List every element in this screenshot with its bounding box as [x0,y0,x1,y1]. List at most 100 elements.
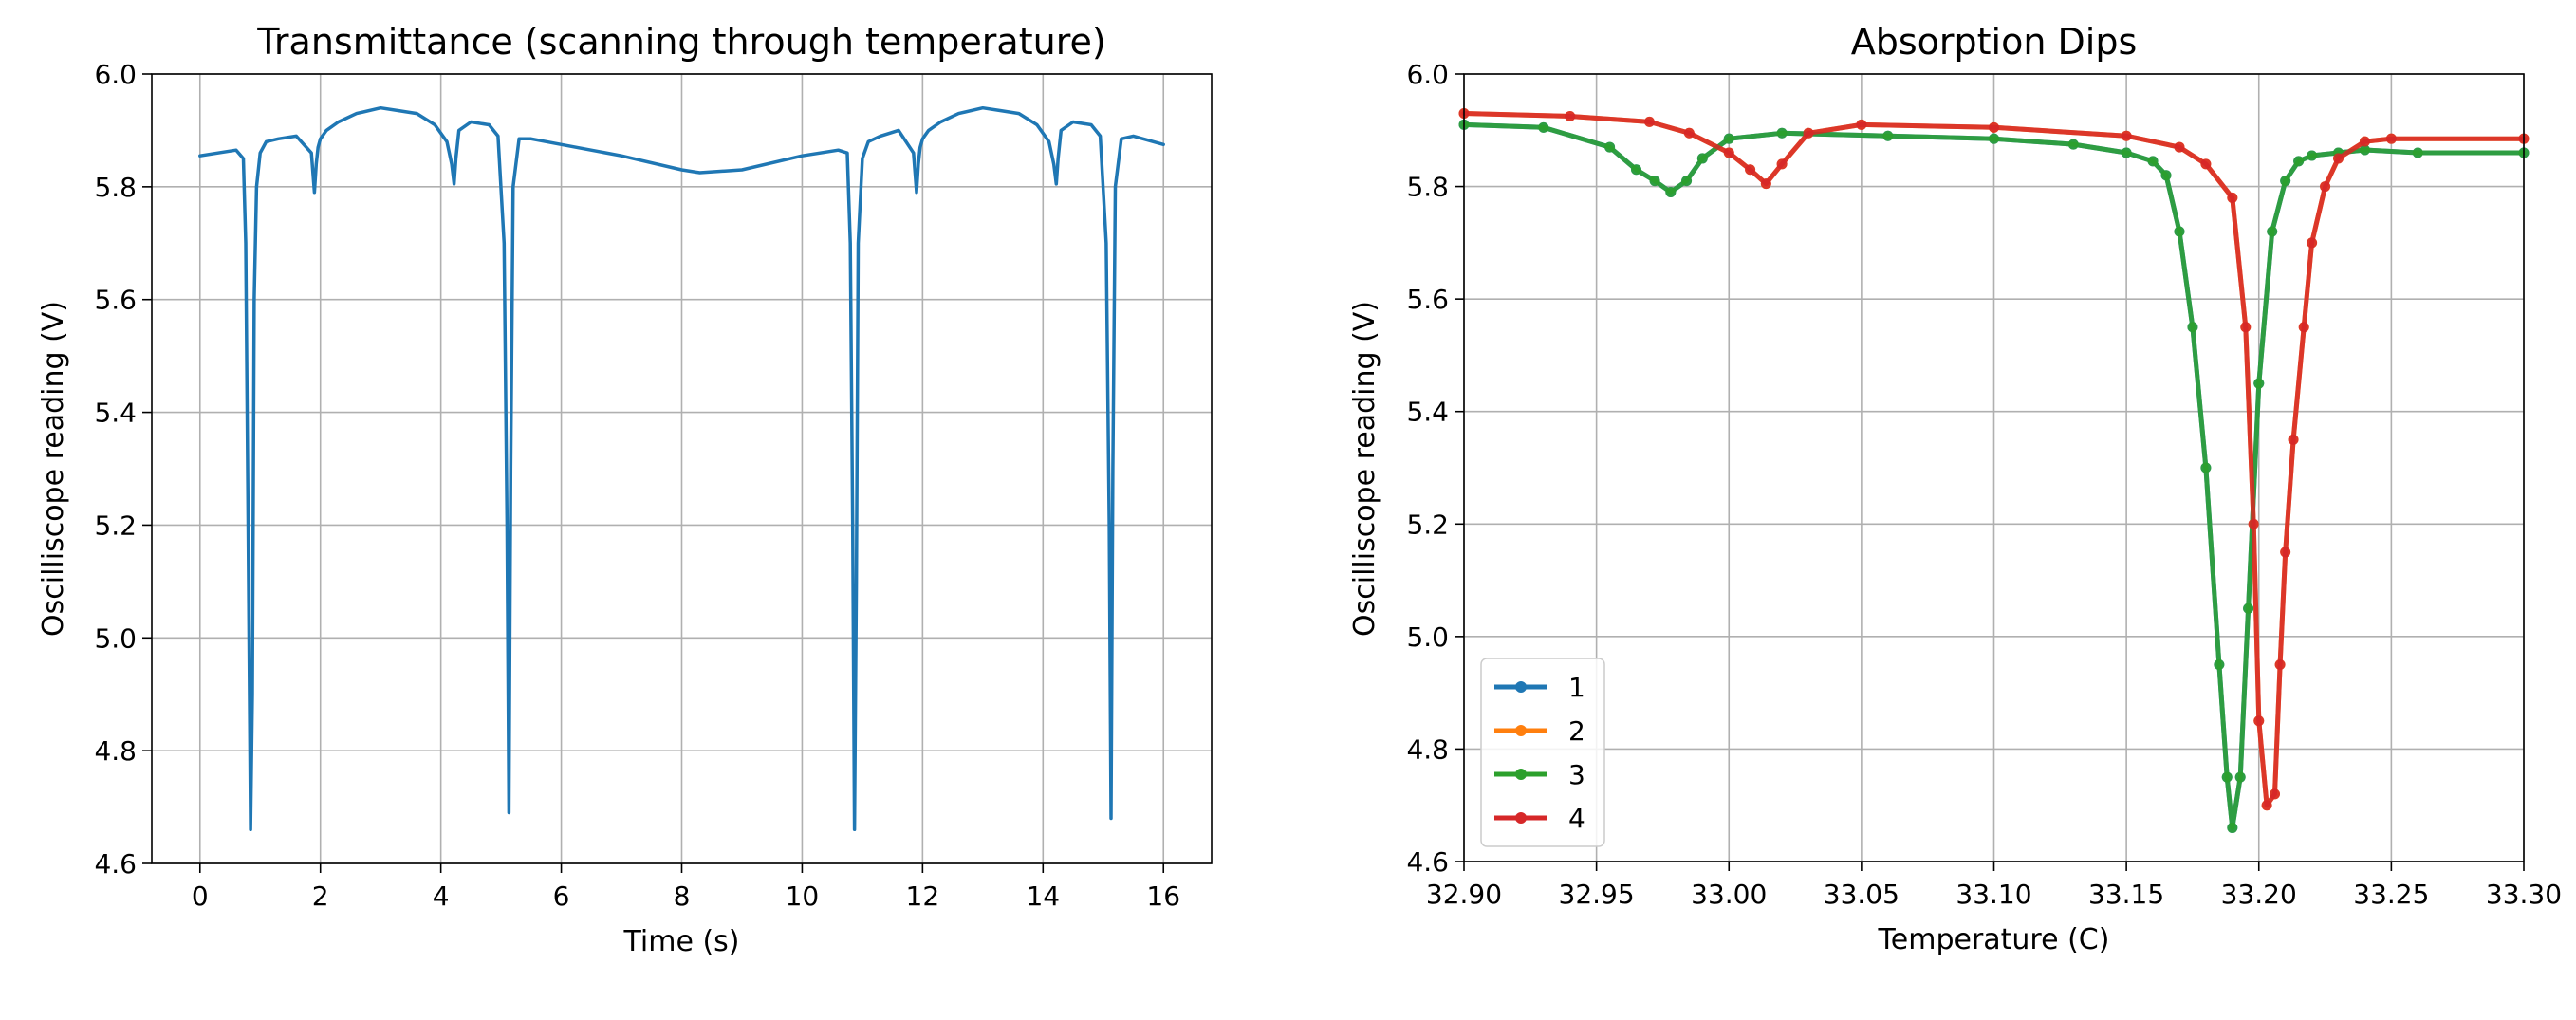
y-tick-label: 4.8 [1406,733,1449,765]
data-point [1776,127,1788,139]
x-tick-label: 2 [312,881,329,912]
y-tick-label: 5.0 [94,622,137,654]
legend-marker [1515,769,1527,780]
x-tick-label: 33.05 [1824,879,1900,910]
x-tick-label: 33.30 [2486,879,2562,910]
y-axis-label: Oscilliscope reading (V) [1348,301,1381,637]
data-point [2174,141,2185,153]
x-axis-label: Temperature (C) [1878,923,2110,956]
data-point [2187,322,2198,333]
data-point [1856,119,1867,130]
data-point [2253,715,2265,727]
data-point [1989,121,1999,133]
data-point [1643,116,1655,127]
series-group [198,105,1165,832]
data-point [1760,178,1771,190]
data-point [1565,110,1576,121]
data-point [2298,322,2309,333]
data-point [2359,136,2370,147]
data-point [2243,603,2254,614]
tick-group: 32.90 32.95 33.00 33.05 33.10 33.15 33.20 33.25… [1406,59,2562,910]
x-tick-label: 0 [192,881,209,912]
y-tick-label: 4.6 [1406,846,1449,878]
data-point [1803,127,1814,139]
data-point [1989,133,1999,144]
series-group [1458,108,2530,833]
y-tick-label: 4.6 [94,848,137,880]
chart-title: Absorption Dips [1851,21,2138,63]
data-point [2307,150,2318,161]
data-point [2200,462,2212,473]
data-point [2270,788,2281,800]
data-point [2248,518,2259,529]
legend-label: 3 [1568,759,1585,790]
y-tick-label: 5.6 [94,285,137,316]
data-point [1745,164,1756,176]
y-tick-label: 5.2 [94,510,137,541]
y-tick-label: 5.0 [1406,621,1449,653]
data-point [2280,547,2291,558]
x-tick-label: 33.25 [2353,879,2429,910]
data-point [2227,822,2238,833]
legend-label: 1 [1568,672,1585,703]
data-point [2385,133,2397,144]
y-tick-label: 5.2 [1406,509,1449,540]
x-axis-label: Time (s) [623,925,740,958]
data-point [2121,130,2132,141]
y-tick-label: 5.4 [1406,397,1449,428]
data-point [2307,237,2318,249]
y-tick-label: 5.8 [1406,172,1449,203]
x-tick-label: 12 [906,881,940,912]
y-axis-label: Oscilliscope reading (V) [37,301,70,637]
legend-label: 4 [1568,803,1585,834]
x-tick-label: 6 [553,881,570,912]
data-point [2288,434,2299,445]
data-point [2121,147,2132,158]
x-tick-label: 33.00 [1691,879,1767,910]
data-point [1604,141,1616,153]
data-point [2412,147,2423,158]
data-point [2174,226,2185,237]
data-point [2160,170,2172,181]
x-tick-label: 32.90 [1426,879,1502,910]
data-point [1776,158,1788,170]
data-point [1649,176,1660,187]
data-point [2274,659,2286,670]
data-point [2147,156,2159,167]
data-point [1882,130,1894,141]
tick-group: 0 2 4 6 8 10 12 14 16 4.6 4.8 5.0 5.2 5.4 5.6 5.8 6.0 [94,59,1180,912]
data-point [1631,164,1642,176]
x-tick-label: 33.15 [2088,879,2164,910]
x-tick-label: 10 [786,881,820,912]
data-point [1696,153,1708,164]
data-point [2261,800,2272,811]
data-point [1723,133,1734,144]
legend-label: 2 [1568,715,1585,747]
y-tick-label: 6.0 [1406,59,1449,90]
data-point [2214,659,2225,670]
data-point [1681,176,1693,187]
y-tick-label: 5.6 [1406,284,1449,315]
legend-marker [1515,812,1527,824]
x-tick-label: 33.20 [2221,879,2297,910]
data-point [2293,156,2305,167]
x-tick-label: 14 [1026,881,1060,912]
x-tick-label: 32.95 [1559,879,1635,910]
data-point [2067,139,2079,150]
data-point [2333,153,2344,164]
data-point [2280,176,2291,187]
data-point [1683,127,1695,139]
y-tick-label: 5.4 [94,398,137,429]
legend-marker [1515,681,1527,693]
absorption-dips-chart: 32.90 32.95 33.00 33.05 33.10 33.15 33.20 33.25… [1348,21,2562,956]
x-tick-label: 33.10 [1955,879,2031,910]
data-point [1538,121,1549,133]
data-point [2240,322,2252,333]
data-point [2221,771,2233,783]
series-line-1 [198,105,1165,832]
y-tick-label: 5.8 [94,172,137,203]
data-point [1723,147,1734,158]
x-tick-label: 16 [1146,881,1180,912]
x-tick-label: 4 [433,881,450,912]
